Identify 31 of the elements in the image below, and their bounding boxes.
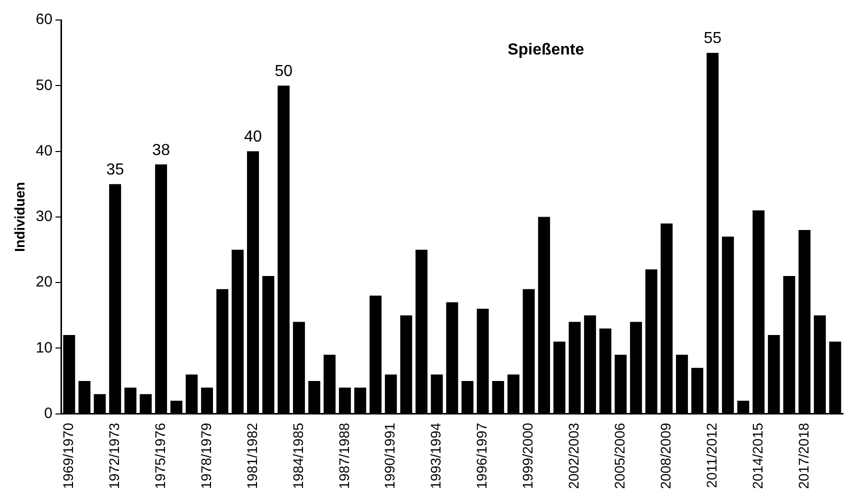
- x-tick-label: 1984/1985: [290, 422, 306, 490]
- data-label: 38: [152, 142, 170, 159]
- x-tick-label: 1987/1988: [336, 422, 352, 490]
- y-tick-label: 60: [36, 11, 52, 28]
- x-tick-label: 2014/2015: [749, 422, 766, 490]
- x-tick-label: 1975/1976: [152, 422, 168, 490]
- data-label: 50: [274, 63, 293, 80]
- y-tick-label: 40: [36, 142, 52, 160]
- x-tick-label: 2005/2006: [612, 422, 628, 490]
- x-tick-label: 1978/1979: [198, 422, 214, 490]
- y-tick-label: 10: [36, 339, 52, 356]
- x-tick-label: 2017/2018: [795, 422, 812, 490]
- y-tick-label: 30: [36, 208, 52, 226]
- y-tick-label: 50: [36, 76, 52, 94]
- data-label: 40: [244, 128, 262, 146]
- y-tick-label: 20: [36, 274, 52, 291]
- text: Spießente: [508, 41, 584, 58]
- y-axis-title: Individuen: [11, 182, 28, 252]
- x-tick-label: 2011/2012: [703, 422, 720, 488]
- x-tick-label: 1993/1994: [428, 422, 444, 490]
- x-tick-label: 1969/1970: [60, 422, 76, 490]
- x-tick-label: 1972/1973: [106, 422, 122, 490]
- x-tick-label: 1981/1982: [244, 422, 260, 490]
- x-tick-label: 1990/1991: [382, 422, 398, 490]
- x-tick-label: 1996/1997: [474, 422, 490, 490]
- x-tick-label: 1999/2000: [520, 422, 536, 490]
- y-tick-label: 0: [44, 404, 52, 422]
- data-label: 35: [106, 162, 124, 178]
- x-tick-label: 2002/2003: [566, 422, 582, 490]
- x-tick-label: 2008/2009: [657, 422, 674, 490]
- data-label: 55: [704, 30, 722, 48]
